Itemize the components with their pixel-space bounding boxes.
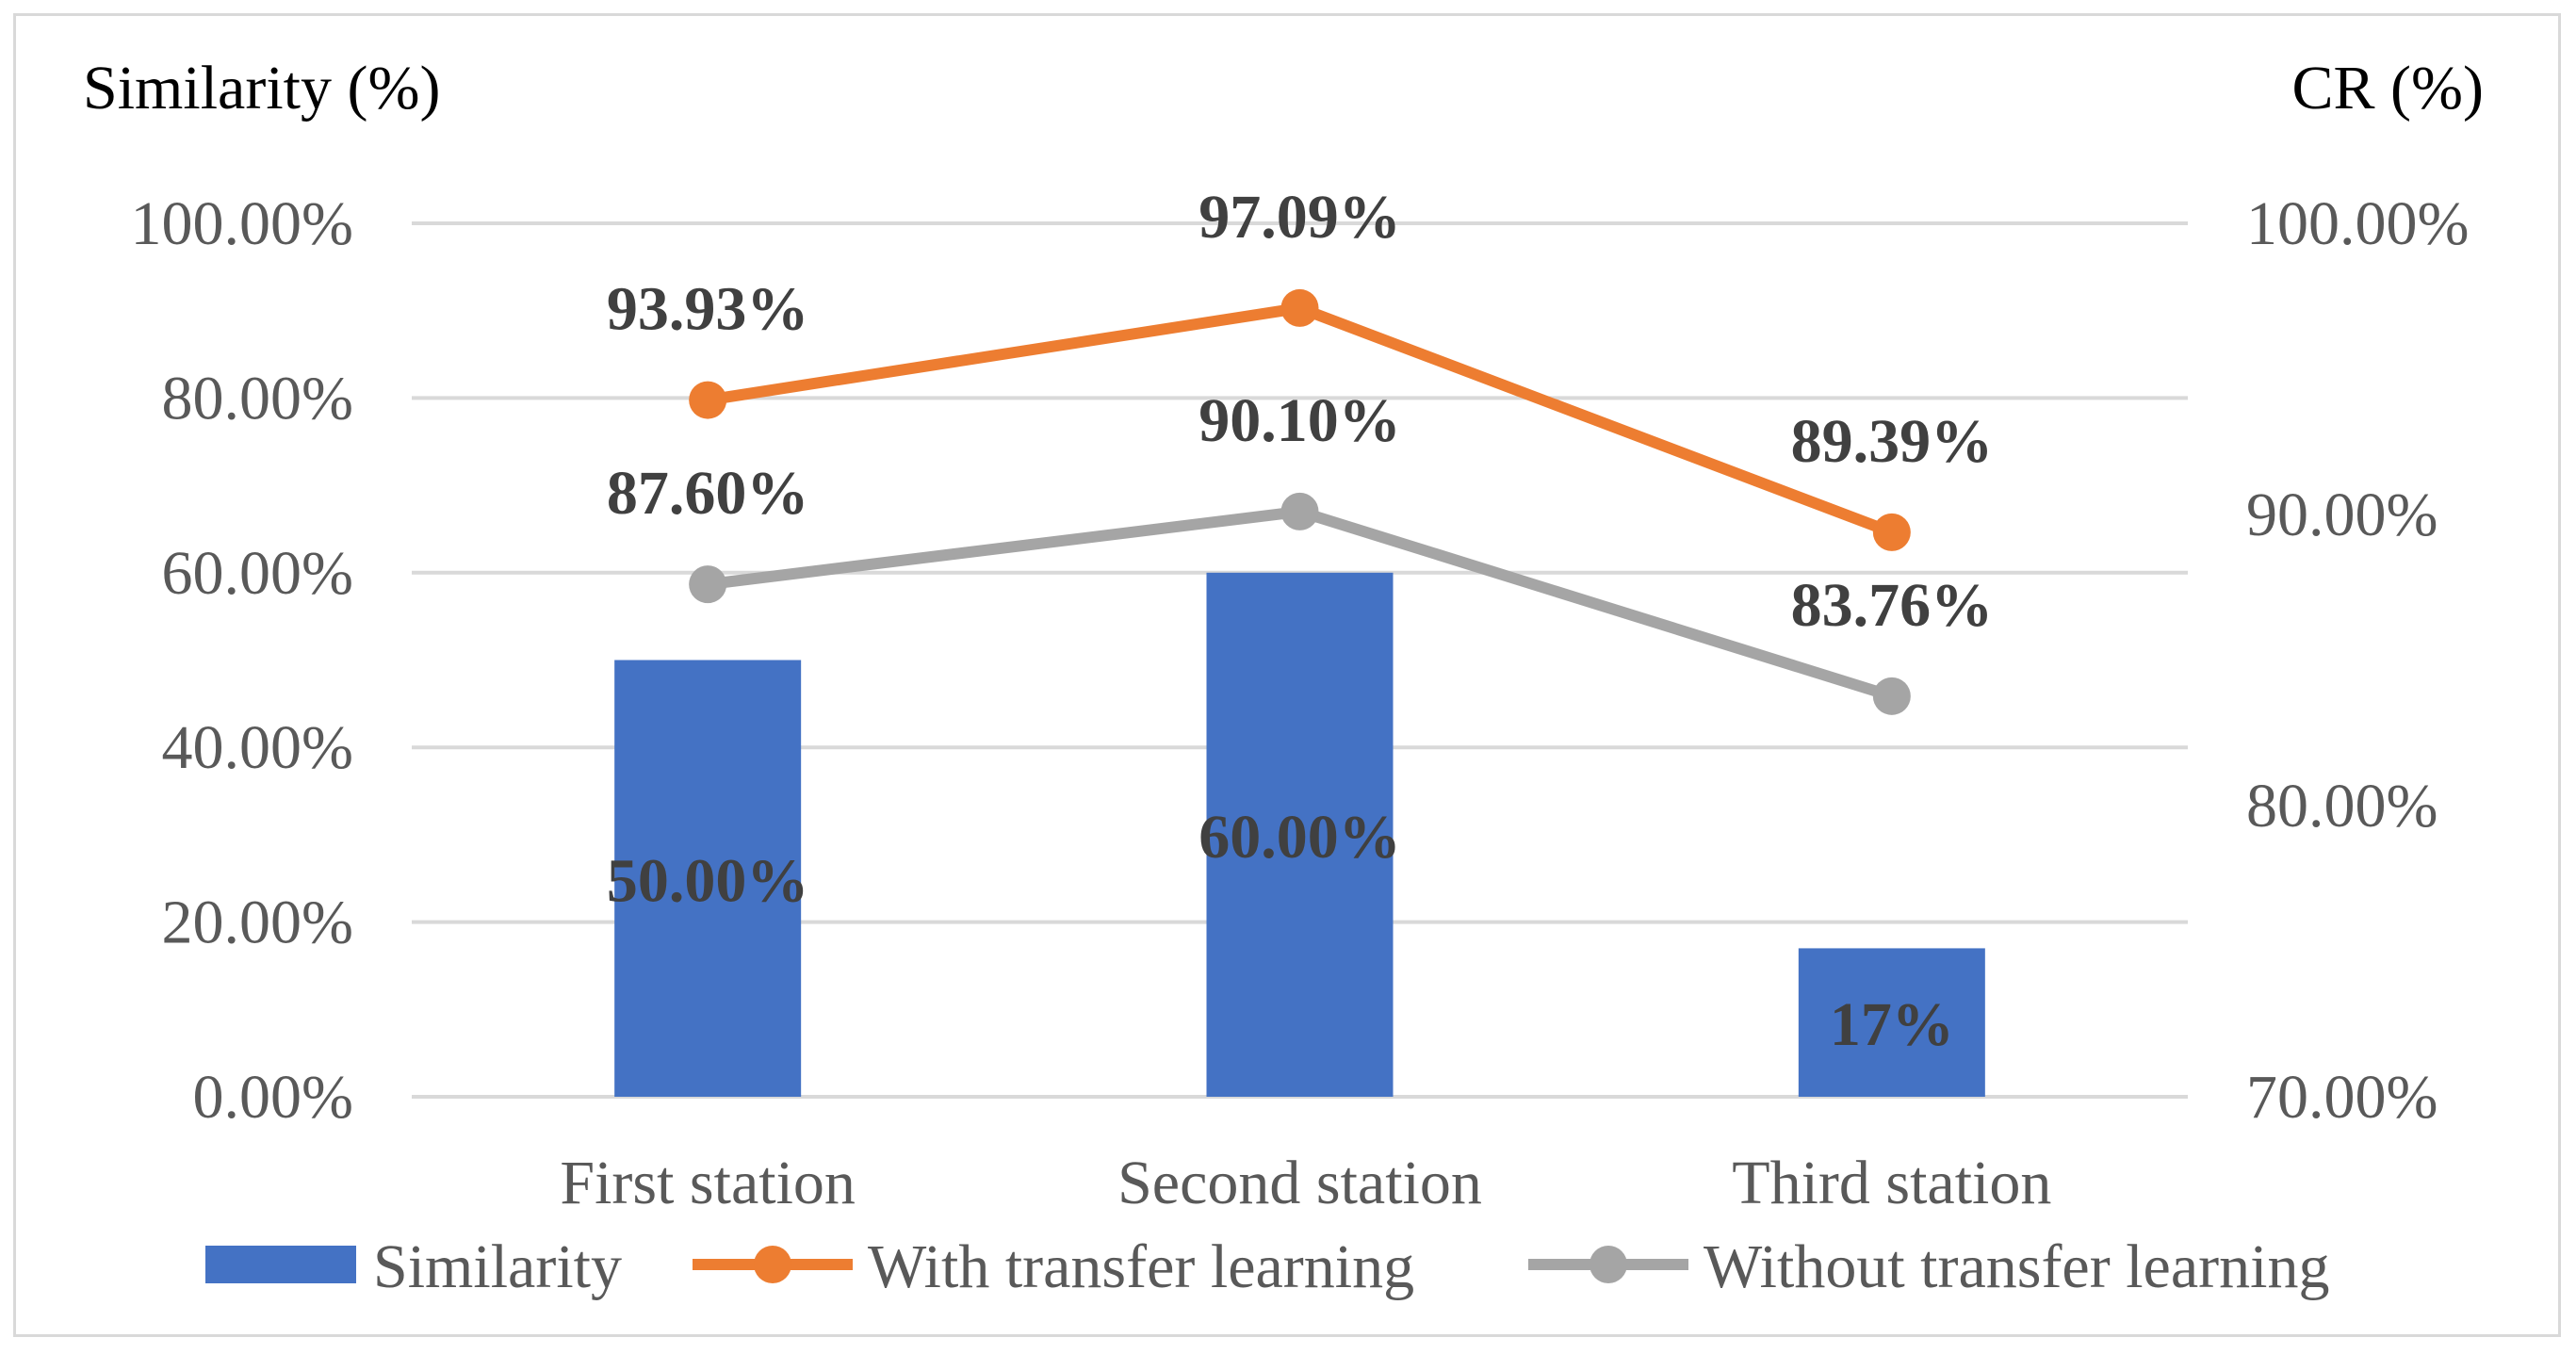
right-tick-label: 90.00%: [2246, 481, 2437, 549]
left-tick-label: 80.00%: [162, 364, 353, 432]
legend-label-similarity: Similarity: [373, 1232, 622, 1301]
bar-data-label: 17%: [1830, 990, 1954, 1059]
data-point-marker: [689, 565, 727, 604]
legend: Similarity With transfer learning Without …: [205, 1232, 2329, 1301]
left-axis-title: Similarity (%): [83, 54, 440, 122]
line-series: [689, 288, 1911, 715]
bar-similarity: [1798, 948, 1985, 1097]
left-tick-label: 60.00%: [162, 539, 353, 608]
right-axis-title: CR (%): [2292, 54, 2484, 122]
data-labels: 50.00% 60.00% 17% 93.93% 97.09% 89.39% 87.60% 9…: [607, 183, 1993, 1059]
line-data-label: 90.10%: [1198, 386, 1401, 455]
left-tick-label: 100.00%: [131, 189, 353, 258]
left-axis-ticks: 0.00% 20.00% 40.00% 60.00% 80.00% 100.00%: [131, 189, 353, 1132]
line-data-label: 83.76%: [1791, 571, 1994, 640]
data-point-marker: [1872, 677, 1911, 715]
data-point-marker: [1872, 513, 1911, 551]
bar-data-label: 60.00%: [1198, 803, 1401, 872]
left-tick-label: 40.00%: [162, 713, 353, 782]
bar-data-label: 50.00%: [607, 846, 809, 915]
data-point-marker: [689, 381, 727, 419]
bar-series: [614, 572, 1985, 1097]
legend-label-with-transfer: With transfer learning: [868, 1232, 1414, 1301]
category-label: First station: [560, 1149, 856, 1217]
category-label: Third station: [1732, 1149, 2051, 1217]
line-data-label: 93.93%: [607, 275, 809, 344]
line-data-label: 97.09%: [1198, 183, 1401, 252]
left-tick-label: 20.00%: [162, 889, 353, 957]
bar-similarity: [1206, 572, 1394, 1097]
right-tick-label: 80.00%: [2246, 772, 2437, 840]
right-axis-ticks: 70.00% 80.00% 90.00% 100.00%: [2246, 189, 2469, 1132]
category-label: Second station: [1117, 1149, 1482, 1217]
bar-similarity: [614, 660, 802, 1097]
right-tick-label: 70.00%: [2246, 1063, 2437, 1132]
line-data-label: 89.39%: [1791, 407, 1994, 476]
legend-swatch-similarity: [205, 1246, 356, 1283]
data-point-marker: [1280, 288, 1319, 327]
line-data-label: 87.60%: [607, 459, 809, 528]
right-tick-label: 100.00%: [2246, 189, 2469, 258]
category-labels: First station Second station Third station: [560, 1149, 2051, 1217]
left-tick-label: 0.00%: [193, 1063, 353, 1132]
legend-marker-without-transfer: [1590, 1246, 1627, 1283]
legend-label-without-transfer: Without transfer learning: [1704, 1232, 2329, 1301]
data-point-marker: [1280, 492, 1319, 530]
legend-marker-with-transfer: [754, 1246, 791, 1283]
